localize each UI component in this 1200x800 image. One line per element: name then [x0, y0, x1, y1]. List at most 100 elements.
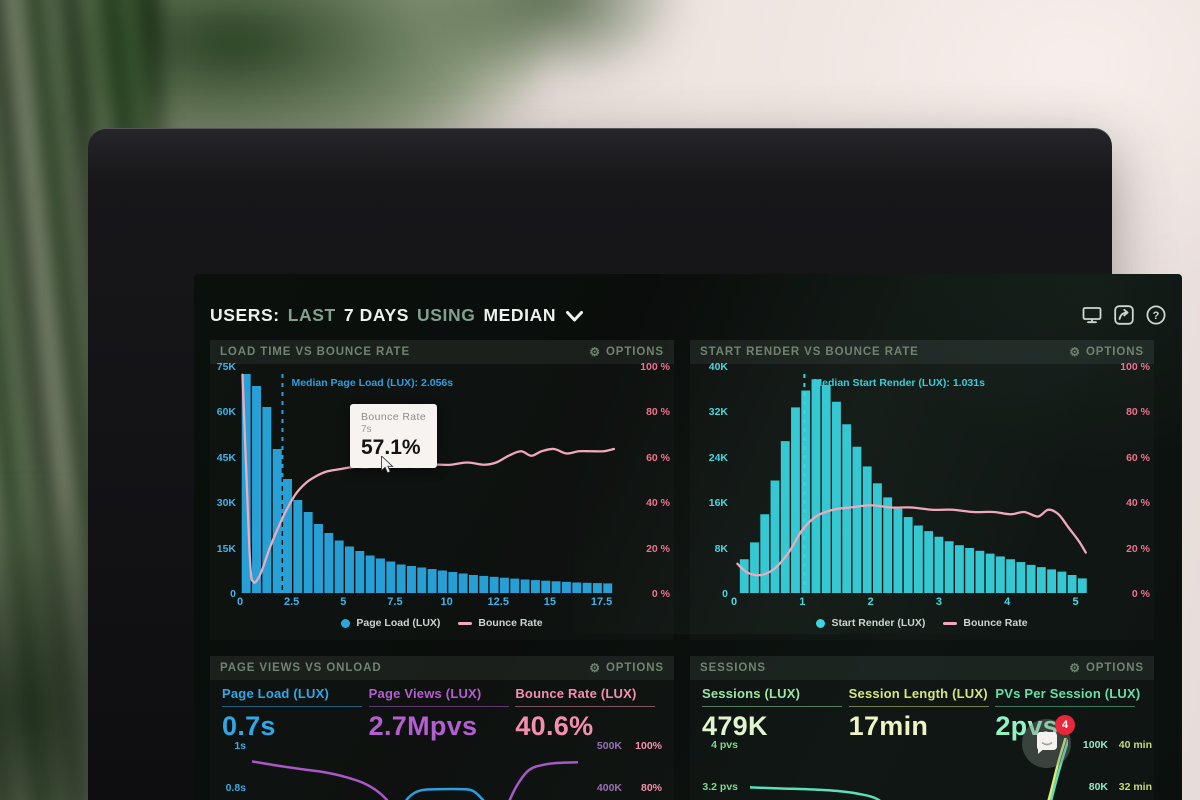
legend-line [943, 621, 958, 625]
metric-label: PVs Per Session (LUX) [995, 686, 1141, 701]
options-button[interactable]: ⚙ OPTIONS [1069, 345, 1144, 359]
axis-tick-label: 60 % [1126, 451, 1150, 464]
axis-tick-label: 80 % [1126, 406, 1150, 419]
options-button[interactable]: ⚙ OPTIONS [589, 661, 664, 675]
display-icon[interactable] [1081, 305, 1102, 326]
x-axis-tick-label: 0 [730, 596, 738, 608]
dashboard-header: USERS: LAST 7 DAYS USING MEDIAN ? [210, 298, 1166, 332]
x-axis-tick-label: 3 [935, 596, 942, 608]
axis-tick-label: 60K [216, 406, 236, 419]
options-button[interactable]: ⚙ OPTIONS [1069, 661, 1144, 675]
help-icon[interactable]: ? [1145, 305, 1166, 326]
x-axis-tick-label: 0 [236, 596, 244, 608]
metric: Session Length (LUX) 17min [848, 686, 996, 741]
axis-tick-label: 16K [708, 497, 728, 510]
panel-page-views-vs-onload: PAGE VIEWS VS ONLOAD ⚙ OPTIONS Page Load … [210, 656, 674, 800]
panel-sessions: SESSIONS ⚙ OPTIONS Sessions (LUX) 479K Sess… [690, 656, 1154, 800]
panel-start-render-vs-bounce-rate: START RENDER VS BOUNCE RATE ⚙ OPTIONS 40K… [690, 340, 1154, 640]
chart-tooltip: Bounce Rate 7s 57.1% [350, 404, 438, 468]
axis-tick-label: 40 % [1126, 497, 1150, 510]
metric-value: 479K [702, 711, 768, 741]
axis-tick-label: 80 % [646, 406, 670, 419]
load-time-chart[interactable] [240, 368, 616, 593]
metric-value: 0.7s [222, 711, 276, 741]
header-segment: MEDIAN [483, 304, 557, 325]
legend-start-render[interactable]: Start Render (LUX) [816, 617, 925, 629]
legend-bounce-rate[interactable]: Bounce Rate [943, 617, 1028, 629]
x-axis-tick-label: 12.5 [487, 596, 509, 608]
tooltip-title: Bounce Rate [361, 411, 427, 423]
metric-label: Session Length (LUX) [848, 686, 988, 701]
axis-tick-label: 80K 32 min [1088, 781, 1152, 794]
axis-tick-label: 100 % [640, 361, 670, 373]
x-axis-tick-label: 2 [867, 596, 874, 608]
mouse-cursor [381, 456, 394, 474]
metric-value: 17min [848, 711, 929, 741]
x-axis-tick-label: 17.5 [590, 596, 613, 608]
metric-value: 40.6% [515, 711, 594, 741]
header-segment: USING [417, 304, 476, 325]
metric-label: Page Load (LUX) [222, 686, 330, 701]
chat-unread-badge: 4 [1055, 715, 1075, 735]
axis-tick-label: 40 % [646, 497, 670, 510]
axis-tick-label: 30K [216, 497, 236, 510]
gear-icon: ⚙ [1069, 661, 1081, 675]
metric-label: Page Views (LUX) [368, 686, 482, 701]
gear-icon: ⚙ [589, 345, 601, 359]
axis-tick-label: 3.2 pvs [702, 781, 738, 794]
axis-tick-label: 4 pvs [711, 738, 738, 751]
metric-rule [515, 706, 656, 707]
axis-tick-label: 1s [234, 739, 246, 752]
legend-dot [816, 618, 826, 628]
axis-tick-label: 400K 80% [596, 782, 662, 795]
legend-page-load[interactable]: Page Load (LUX) [341, 617, 440, 629]
axis-tick-label: 0 % [651, 587, 670, 600]
x-axis-tick-label: 4 [1004, 596, 1011, 608]
median-annotation: Median Page Load (LUX): 2.056s [291, 377, 454, 389]
legend-dot [341, 618, 351, 628]
header-segment: USERS: [210, 304, 280, 325]
axis-tick-label: 45K [216, 451, 236, 464]
metric-value: 2.7Mpvs [368, 711, 478, 741]
axis-tick-label: 0.8s [225, 782, 246, 795]
options-button[interactable]: ⚙ OPTIONS [589, 345, 664, 359]
axis-tick-label: 100 % [1120, 361, 1150, 373]
panel-title: LOAD TIME VS BOUNCE RATE [220, 346, 411, 358]
metric-rule [702, 706, 842, 707]
axis-tick-label: 60 % [646, 451, 670, 464]
axis-tick-label: 40K [708, 361, 728, 373]
legend-bounce-rate[interactable]: Bounce Rate [458, 617, 543, 629]
chevron-down-icon [566, 311, 584, 322]
gear-icon: ⚙ [1069, 345, 1081, 359]
axis-tick-label: 500K 100% [596, 739, 662, 752]
metric-rule [222, 706, 362, 707]
page-views-onload-chart[interactable] [252, 738, 578, 800]
panel-title: PAGE VIEWS VS ONLOAD [220, 662, 382, 674]
legend-line [458, 621, 473, 625]
tooltip-x-value: 7s [361, 424, 372, 435]
svg-text:?: ? [1152, 310, 1159, 322]
axis-tick-label: 75K [216, 361, 236, 373]
share-icon[interactable] [1113, 305, 1134, 326]
metric-rule [848, 706, 989, 707]
header-segment: LAST [287, 304, 336, 325]
gear-icon: ⚙ [589, 661, 601, 675]
users-filter-dropdown[interactable]: USERS: LAST 7 DAYS USING MEDIAN [210, 304, 584, 326]
metric: Sessions (LUX) 479K [702, 686, 849, 741]
axis-tick-label: 0 [230, 587, 236, 600]
sessions-chart[interactable] [750, 738, 1068, 800]
chat-bubble-icon [1036, 732, 1057, 754]
laptop: USERS: LAST 7 DAYS USING MEDIAN ? [88, 128, 1182, 800]
metric: Bounce Rate (LUX) 40.6% [515, 686, 662, 741]
axis-tick-label: 8K [714, 542, 728, 555]
header-segment: 7 DAYS [343, 304, 410, 325]
axis-tick-label: 0 [722, 587, 728, 600]
metric: Page Load (LUX) 0.7s [222, 686, 369, 741]
panel-load-time-vs-bounce-rate: LOAD TIME VS BOUNCE RATE ⚙ OPTIONS 75K 60K… [210, 340, 674, 640]
axis-tick-label: 24K [708, 451, 728, 464]
x-axis-tick-label: 7.5 [387, 596, 403, 608]
x-axis-tick-label: 1 [799, 596, 806, 608]
chat-widget-button[interactable]: 4 [1022, 715, 1075, 768]
metric-label: Bounce Rate (LUX) [515, 686, 637, 701]
start-render-chart[interactable] [734, 368, 1096, 593]
